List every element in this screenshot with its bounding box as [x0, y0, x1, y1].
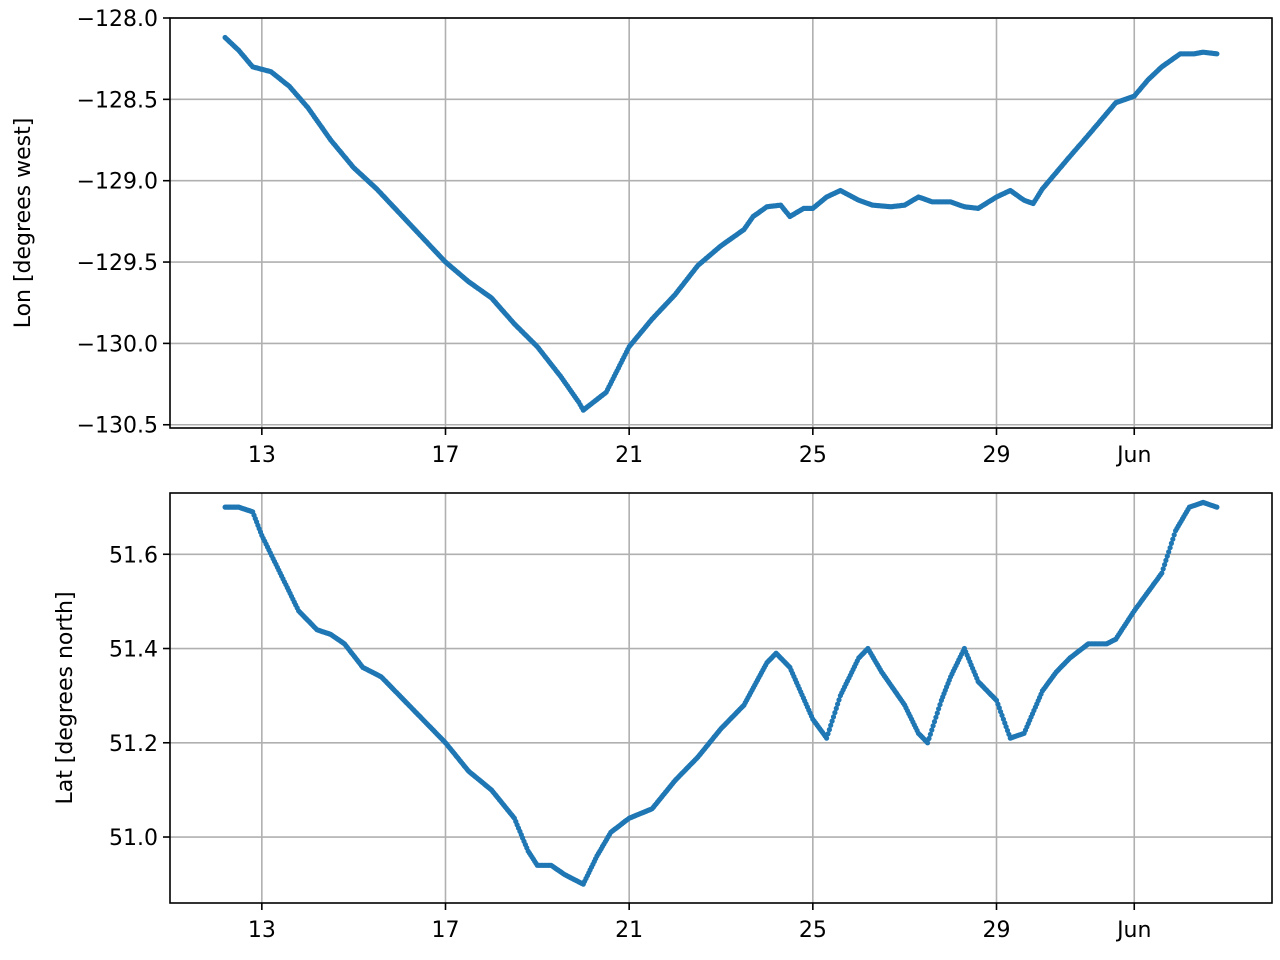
data-series — [222, 34, 1220, 413]
data-point — [1214, 504, 1220, 510]
plot-frame — [169, 492, 1273, 904]
data-point — [835, 701, 841, 707]
data-point — [1171, 532, 1177, 538]
data-point — [1170, 536, 1176, 542]
data-point — [828, 722, 834, 728]
x-tick-label: 17 — [432, 918, 460, 943]
y-tick-label: −128.5 — [77, 88, 158, 113]
data-point — [825, 731, 831, 737]
data-point — [937, 702, 943, 708]
x-tick-label: 13 — [248, 918, 276, 943]
lat-plot-panel: 13 17 21 25 29 Jun 51.6 51.4 51.2 51.0 Lat [degree… — [53, 492, 1273, 943]
x-tick-label: 29 — [983, 918, 1011, 943]
y-tick-label: −128.0 — [77, 7, 158, 32]
data-point — [833, 705, 839, 712]
x-tick-label: Jun — [1115, 443, 1151, 468]
data-point — [836, 697, 842, 703]
data-point — [931, 719, 938, 725]
y-tick-label: 51.2 — [109, 732, 158, 757]
y-tick-label: −130.5 — [77, 414, 158, 439]
y-tick-label: −130.0 — [77, 332, 158, 357]
x-tick-label: 13 — [248, 443, 276, 468]
x-tick-label: 25 — [799, 443, 827, 468]
x-tick-label: Jun — [1115, 918, 1151, 943]
data-point — [925, 740, 931, 746]
y-tick-label: 51.0 — [109, 826, 158, 851]
x-tick-label: 21 — [615, 918, 643, 943]
data-point — [936, 706, 942, 712]
y-tick-label: −129.0 — [77, 170, 158, 195]
x-tick-label: 21 — [615, 443, 643, 468]
x-tick-label: 25 — [799, 918, 827, 943]
data-point — [1162, 562, 1168, 568]
data-point — [1166, 549, 1172, 555]
data-point — [824, 735, 830, 741]
y-tick-label: 51.6 — [109, 543, 158, 568]
data-point — [1163, 557, 1169, 564]
data-point — [1164, 553, 1170, 559]
data-point — [1167, 545, 1173, 551]
data-point — [1168, 540, 1174, 547]
data-point — [1160, 566, 1166, 572]
y-axis-label: Lon [degrees west] — [11, 118, 36, 329]
data-point — [1214, 51, 1220, 57]
x-tick-label: 17 — [432, 443, 460, 468]
data-point — [934, 710, 940, 716]
lon-plot-panel: 13 17 21 25 29 Jun −128.0 −128.5 −129.0 −129.5 −13… — [11, 7, 1273, 468]
data-point — [933, 714, 939, 720]
data-point — [829, 718, 835, 724]
x-tick-label: 29 — [983, 443, 1011, 468]
data-point — [826, 727, 833, 733]
data-point — [929, 727, 935, 733]
data-point — [926, 735, 932, 742]
data-point — [830, 714, 837, 720]
data-point — [832, 710, 838, 716]
data-point — [930, 723, 936, 729]
y-tick-label: 51.4 — [109, 638, 158, 663]
y-axis-label: Lat [degrees north] — [53, 591, 78, 804]
data-series — [222, 499, 1220, 887]
data-point — [927, 731, 934, 737]
plot-frame — [169, 17, 1273, 429]
y-tick-label: −129.5 — [77, 251, 158, 276]
data-point — [1159, 570, 1165, 576]
